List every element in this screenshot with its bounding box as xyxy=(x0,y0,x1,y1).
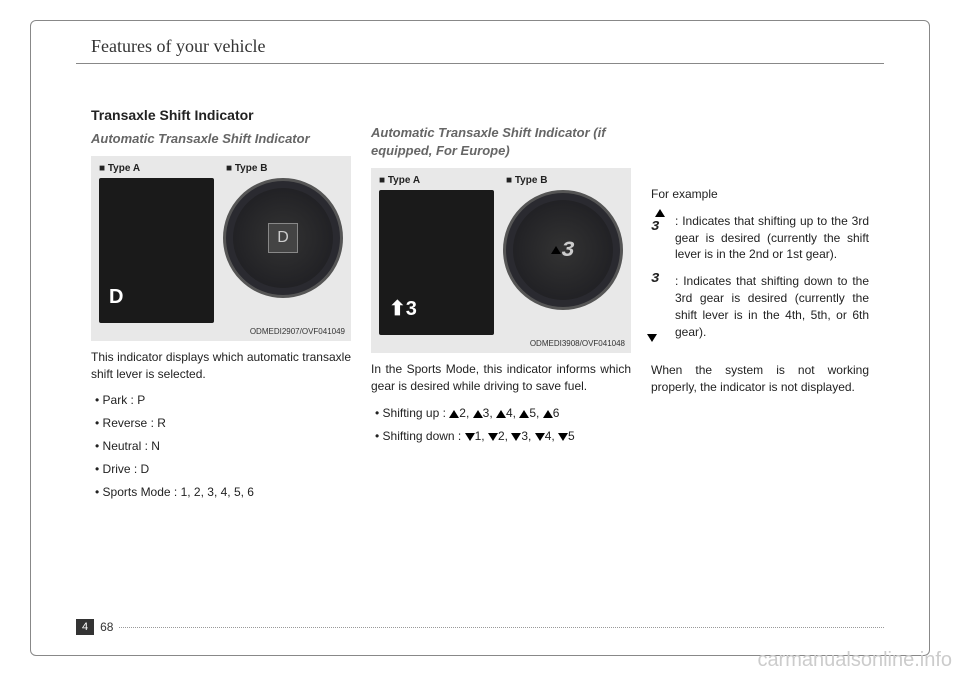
list-item: Drive : D xyxy=(95,461,351,478)
arrow-down-icon xyxy=(465,433,475,441)
arrow-up-icon xyxy=(655,209,665,217)
arrow-down-icon xyxy=(558,433,568,441)
arrow-up-icon xyxy=(551,246,561,254)
type-b-label: ■ Type B xyxy=(226,162,267,176)
watermark: carmanualsonline.info xyxy=(749,645,960,676)
figure-code: ODMEDI3908/OVF041048 xyxy=(530,338,625,349)
example-up-icon: 3 xyxy=(651,213,671,263)
arrow-down-icon xyxy=(511,433,521,441)
arrow-up-icon xyxy=(473,410,483,418)
list-item-shift-down: Shifting down : 1, 2, 3, 4, 5 xyxy=(375,428,631,445)
section-title: Transaxle Shift Indicator xyxy=(91,106,351,126)
list-item: Neutral : N xyxy=(95,438,351,455)
column-2: Automatic Transaxle Shift Indicator (if … xyxy=(371,106,631,595)
page-number: 68 xyxy=(94,620,119,634)
example-row-up: 3 : Indicates that shifting up to the 3r… xyxy=(651,213,869,263)
example-row-down: 3 : Indicates that shifting down to the … xyxy=(651,273,869,340)
header-rule xyxy=(76,63,884,64)
type-b-label: ■ Type B xyxy=(506,174,547,188)
page-header: Features of your vehicle xyxy=(91,36,265,57)
type-a-label: ■ Type A xyxy=(379,174,420,188)
bullet-list-1: Park : P Reverse : R Neutral : N Drive :… xyxy=(91,392,351,500)
arrow-up-icon xyxy=(496,410,506,418)
arrow-up-icon xyxy=(543,410,553,418)
body-text-1: This indicator displays which automatic … xyxy=(91,349,351,383)
list-item: Sports Mode : 1, 2, 3, 4, 5, 6 xyxy=(95,484,351,501)
example-label: For example xyxy=(651,186,869,203)
example-down-text: : Indicates that shifting down to the 3r… xyxy=(675,273,869,340)
bullet-list-2: Shifting up : 2, 3, 4, 5, 6 Shifting dow… xyxy=(371,405,631,445)
subsection-title-2: Automatic Transaxle Shift Indicator (if … xyxy=(371,124,631,160)
shift-down-label: Shifting down : xyxy=(383,429,465,443)
list-item-shift-up: Shifting up : 2, 3, 4, 5, 6 xyxy=(375,405,631,422)
arrow-down-icon xyxy=(535,433,545,441)
figure-code: ODMEDI2907/OVF041049 xyxy=(250,326,345,337)
arrow-down-icon xyxy=(488,433,498,441)
list-item: Park : P xyxy=(95,392,351,409)
page-footer: 4 68 xyxy=(76,619,884,635)
footer-rule xyxy=(119,627,884,628)
column-3: For example 3 : Indicates that shifting … xyxy=(651,106,869,595)
list-item: Reverse : R xyxy=(95,415,351,432)
display-type-b: D xyxy=(223,178,343,298)
subsection-title-1: Automatic Transaxle Shift Indicator xyxy=(91,130,351,148)
arrow-up-icon xyxy=(519,410,529,418)
display-a-text: ⬆3 xyxy=(389,295,417,323)
display-b-box: D xyxy=(268,223,298,253)
note-text: When the system is not working properly,… xyxy=(651,362,869,396)
column-1: Transaxle Shift Indicator Automatic Tran… xyxy=(91,106,351,595)
page-frame: Features of your vehicle Transaxle Shift… xyxy=(30,20,930,656)
arrow-down-icon xyxy=(647,334,657,342)
gauge-inner: 3 xyxy=(513,200,613,300)
figure-2: ■ Type A ■ Type B ⬆3 3 ODMEDI3908/OVF041… xyxy=(371,168,631,353)
display-type-a: D xyxy=(99,178,214,323)
example-up-text: : Indicates that shifting up to the 3rd … xyxy=(675,213,869,263)
example-down-icon: 3 xyxy=(651,273,671,340)
gauge-inner: D xyxy=(233,188,333,288)
type-a-label: ■ Type A xyxy=(99,162,140,176)
display-a-text: D xyxy=(109,283,123,311)
body-text-2: In the Sports Mode, this indicator infor… xyxy=(371,361,631,395)
shift-up-label: Shifting up : xyxy=(383,406,450,420)
figure-1: ■ Type A ■ Type B D D ODMEDI2907/OVF0410… xyxy=(91,156,351,341)
arrow-up-icon xyxy=(449,410,459,418)
display-type-b: 3 xyxy=(503,190,623,310)
display-type-a: ⬆3 xyxy=(379,190,494,335)
display-b-text: 3 xyxy=(551,234,574,267)
chapter-number: 4 xyxy=(76,619,94,635)
content-area: Transaxle Shift Indicator Automatic Tran… xyxy=(91,106,869,595)
